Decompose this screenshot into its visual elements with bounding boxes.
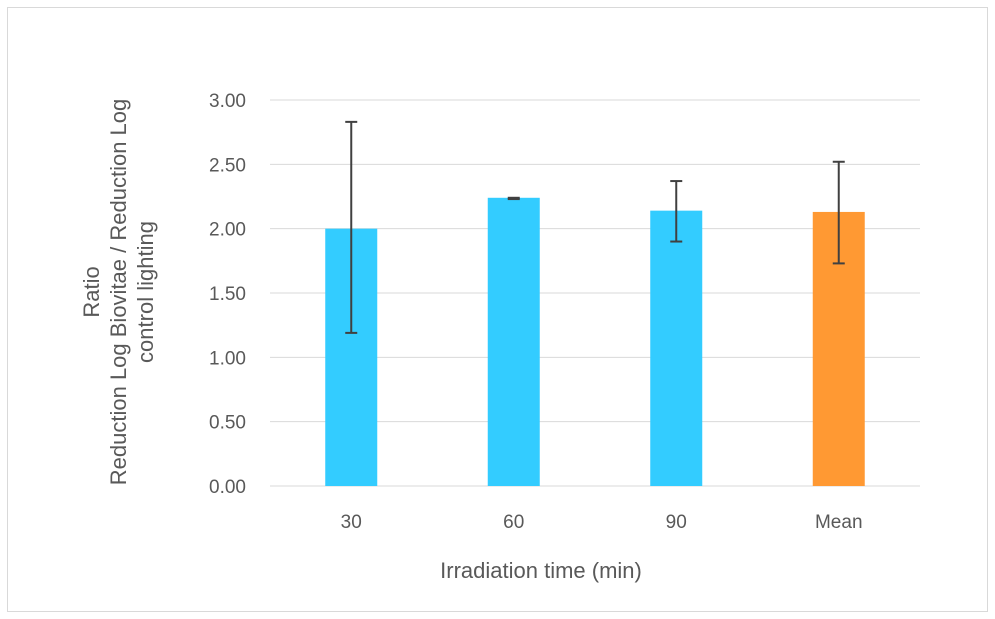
y-tick-label: 1.50 [209, 284, 246, 305]
y-tick-label: 2.50 [209, 155, 246, 176]
y-tick-label: 3.00 [209, 91, 246, 112]
x-tick-labels: 30 60 90 Mean [341, 512, 863, 533]
error-bar-90 [670, 180, 683, 243]
error-bar-30 [345, 120, 358, 334]
error-bar-mean [832, 160, 845, 265]
error-bars [345, 120, 845, 334]
y-tick-labels: 0.00 0.50 1.00 1.50 2.00 2.50 3.00 [209, 91, 246, 498]
error-bar-60 [507, 196, 520, 201]
x-axis-title: Irradiation time (min) [440, 558, 642, 583]
bar-90 [650, 210, 703, 487]
y-tick-label: 0.50 [209, 413, 246, 434]
x-tick-label: Mean [815, 512, 863, 533]
x-tick-label: 60 [503, 512, 524, 533]
bars [325, 197, 865, 487]
y-axis-title-line-3: control lighting [133, 221, 158, 363]
y-tick-label: 2.00 [209, 220, 246, 241]
gridlines [270, 99, 920, 487]
y-axis-title-line-1: Ratio [79, 266, 104, 317]
y-tick-label: 0.00 [209, 477, 246, 498]
x-tick-label: 90 [666, 512, 687, 533]
y-axis-title: Ratio Reduction Log Biovitae / Reduction… [79, 99, 158, 485]
bar-60 [487, 197, 540, 486]
y-tick-label: 1.00 [209, 348, 246, 369]
x-tick-label: 30 [341, 512, 362, 533]
y-axis-title-line-2: Reduction Log Biovitae / Reduction Log [106, 99, 131, 485]
